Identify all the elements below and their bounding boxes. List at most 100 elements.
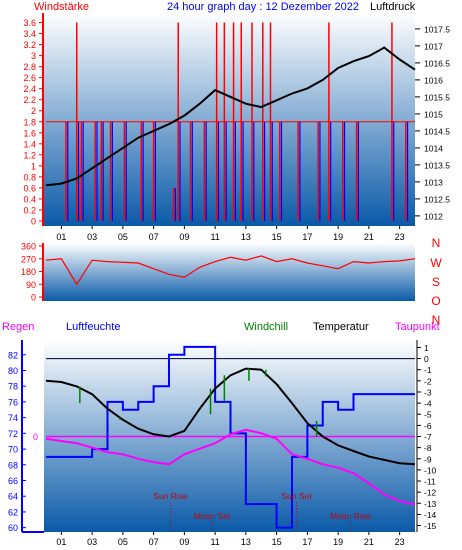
hour-tick-label: 11 (210, 537, 219, 547)
wind-strength-label: Windstärke (34, 1, 89, 13)
event-label: Sun Set (281, 491, 312, 501)
pressure-tick-label: 1016.5 (424, 58, 450, 68)
wind-tick-label: 0.6 (23, 183, 36, 193)
temperature-tick-label: -2 (424, 376, 432, 386)
humidity-tick-label: 62 (8, 507, 18, 517)
temperature-tick-label: -10 (424, 465, 437, 475)
humidity-tick-label: 82 (8, 350, 18, 360)
wind-direction-panel (44, 243, 415, 301)
graph-title: 24 hour graph day : 12 Dezember 2022 (167, 1, 359, 13)
hour-tick-label: 21 (364, 232, 374, 242)
pressure-tick-label: 1013 (424, 177, 443, 187)
temperature-tick-label: -12 (424, 488, 437, 498)
event-label: Moon Rise (330, 511, 371, 521)
wind-tick-label: 3.2 (23, 40, 36, 50)
wind-tick-label: 1.2 (23, 150, 36, 160)
wind-tick-label: 1 (31, 161, 36, 171)
wind-tick-label: 0.2 (23, 205, 36, 215)
wind-tick-label: 0.8 (23, 172, 36, 182)
pressure-tick-label: 1015.5 (424, 92, 450, 102)
wind-direction-series-line (45, 255, 416, 286)
pressure-tick-label: 1015 (424, 109, 443, 119)
hour-tick-label: 19 (333, 232, 343, 242)
compass-label: N (432, 236, 441, 250)
pressure-tick-label: 1014.5 (424, 126, 450, 136)
wind-tick-label: 2.8 (23, 62, 36, 72)
humidity-series-line (46, 345, 415, 529)
compass-label: N (432, 313, 441, 327)
humidity-tick-label: 70 (8, 445, 18, 455)
event-label: Moon Set (194, 511, 231, 521)
hour-tick-label: 07 (149, 537, 159, 547)
hour-tick-label: 23 (395, 232, 405, 242)
direction-tick-label: 0 (31, 293, 36, 303)
temperature-tick-label: 1 (424, 343, 429, 353)
hour-tick-label: 17 (302, 232, 312, 242)
hour-tick-label: 23 (395, 537, 405, 547)
pressure-series-line (45, 46, 416, 187)
hour-tick-label: 21 (364, 537, 374, 547)
direction-tick-label: 360 (21, 242, 36, 252)
pressure-label: Luftdruck (370, 1, 416, 13)
humidity-tick-label: 68 (8, 460, 18, 470)
temperature-label: Temperatur (313, 321, 369, 333)
hour-tick-label: 13 (241, 537, 251, 547)
direction-tick-label: 180 (21, 267, 36, 277)
temperature-series-line (45, 367, 416, 466)
hour-tick-label: 11 (210, 232, 219, 242)
temperature-tick-label: -8 (424, 443, 432, 453)
temperature-tick-label: -6 (424, 421, 432, 431)
hour-tick-label: 05 (118, 537, 128, 547)
hour-tick-label: 01 (56, 232, 66, 242)
event-label: Sun Rise (153, 491, 188, 501)
rain-tick-label: 0 (33, 432, 38, 442)
humidity-tick-label: 66 (8, 476, 18, 486)
hour-tick-label: 03 (87, 232, 97, 242)
wind-tick-label: 3 (31, 51, 36, 61)
humidity-tick-label: 72 (8, 429, 18, 439)
wind-tick-label: 2.2 (23, 95, 36, 105)
dewpoint-series-line (45, 428, 416, 506)
temperature-tick-label: -15 (424, 521, 437, 531)
wind-tick-label: 2 (31, 106, 36, 116)
temperature-tick-label: -4 (424, 399, 432, 409)
windchill-label: Windchill (244, 321, 288, 333)
dewpoint-label: Taupunkt (395, 321, 440, 333)
hour-tick-label: 01 (56, 537, 66, 547)
compass-label: O (431, 294, 440, 308)
pressure-tick-label: 1017 (424, 41, 443, 51)
wind-tick-label: 2.4 (23, 84, 36, 94)
pressure-tick-label: 1014 (424, 143, 443, 153)
wind-tick-label: 1.6 (23, 128, 36, 138)
hour-tick-label: 09 (179, 537, 189, 547)
wind-tick-label: 0 (31, 217, 36, 227)
hour-tick-label: 09 (179, 232, 189, 242)
hour-tick-label: 17 (302, 537, 312, 547)
hour-tick-label: 05 (118, 232, 128, 242)
pressure-tick-label: 1012 (424, 211, 443, 221)
temperature-tick-label: -3 (424, 387, 432, 397)
wind-tick-label: 3.6 (23, 18, 36, 28)
compass-label: W (430, 256, 442, 270)
temperature-tick-label: -14 (424, 510, 437, 520)
wind-tick-label: 0.4 (23, 194, 36, 204)
direction-tick-label: 270 (21, 254, 36, 264)
hour-tick-label: 19 (333, 537, 343, 547)
humidity-tick-label: 78 (8, 382, 18, 392)
rain-label: Regen (2, 321, 34, 333)
wind-tick-label: 2.6 (23, 73, 36, 83)
hour-tick-label: 15 (272, 537, 282, 547)
humidity-tick-label: 60 (8, 523, 18, 533)
temperature-tick-label: -11 (424, 477, 436, 487)
direction-tick-label: 90 (26, 280, 36, 290)
wind-tick-label: 3.4 (23, 29, 36, 39)
wind-tick-label: 1.8 (23, 117, 36, 127)
humidity-tick-label: 80 (8, 366, 18, 376)
wind-tick-label: 1.4 (23, 139, 36, 149)
temperature-tick-label: -5 (424, 410, 432, 420)
pressure-tick-label: 1012.5 (424, 194, 450, 204)
wind-pressure-panel (44, 13, 415, 226)
temperature-tick-label: -1 (424, 365, 432, 375)
temperature-tick-label: -7 (424, 432, 432, 442)
